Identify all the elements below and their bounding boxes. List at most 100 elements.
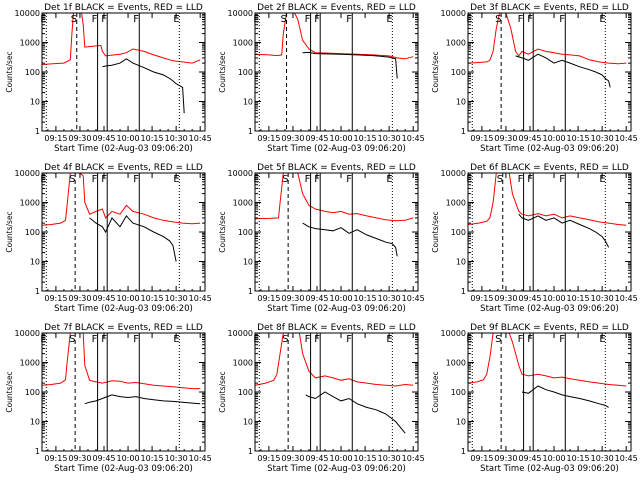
- x-tick-label: 09:30: [281, 134, 304, 143]
- panel-title: Det 1f BLACK = Events, RED = LLD: [44, 3, 203, 13]
- interval-marker-label: E: [599, 14, 605, 25]
- interval-marker-label: F: [92, 174, 98, 185]
- x-tick-label: 09:30: [281, 294, 304, 303]
- x-tick-label: 10:00: [543, 294, 566, 303]
- x-tick-label: 09:45: [92, 294, 115, 303]
- interval-marker-label: F: [101, 334, 107, 345]
- x-tick-label: 10:30: [378, 294, 401, 303]
- x-axis-label: Start Time (02-Aug-03 09:06:20): [267, 304, 406, 314]
- x-tick-label: 10:30: [165, 454, 188, 463]
- interval-marker-label: S: [71, 14, 77, 25]
- y-tick-label: 10000: [441, 169, 466, 178]
- events-series-line: [84, 394, 201, 405]
- x-tick-label: 10:30: [378, 134, 401, 143]
- interval-marker-label: F: [101, 14, 107, 25]
- x-tick-label: 09:30: [494, 134, 517, 143]
- x-tick-label: 10:45: [402, 134, 425, 143]
- y-tick-label: 1000: [20, 359, 40, 368]
- series-group: [468, 173, 627, 248]
- panel-title: Det 6f BLACK = Events, RED = LLD: [470, 163, 629, 173]
- interval-marker-label: F: [518, 334, 524, 345]
- x-tick-label: 10:15: [567, 454, 590, 463]
- y-tick-label: 10: [30, 98, 40, 107]
- plot-frame: [254, 12, 419, 132]
- y-tick-label: 10: [30, 418, 40, 427]
- panel-title: Det 4f BLACK = Events, RED = LLD: [44, 163, 203, 173]
- events-series-line: [302, 222, 398, 257]
- x-tick-label: 09:45: [305, 294, 328, 303]
- y-axis-label: Counts/sec: [218, 371, 227, 412]
- y-tick-label: 1: [35, 287, 40, 296]
- interval-marker-label: F: [314, 334, 320, 345]
- series-group: [42, 173, 201, 262]
- lld-series-line: [468, 13, 627, 65]
- y-tick-label: 1: [248, 447, 253, 456]
- interval-marker-label: F: [518, 174, 524, 185]
- panel-title: Det 7f BLACK = Events, RED = LLD: [44, 323, 203, 333]
- panel-title: Det 5f BLACK = Events, RED = LLD: [257, 163, 416, 173]
- x-tick-label: 09:15: [470, 294, 493, 303]
- interval-marker-label: S: [281, 14, 287, 25]
- x-tick-label: 09:45: [305, 454, 328, 463]
- series-group: [468, 13, 627, 88]
- x-tick-label: 10:00: [543, 134, 566, 143]
- panel-title: Det 9f BLACK = Events, RED = LLD: [470, 323, 629, 333]
- x-axis-label: Start Time (02-Aug-03 09:06:20): [480, 464, 619, 474]
- interval-marker-label: F: [305, 14, 311, 25]
- y-tick-label: 100: [451, 68, 466, 77]
- y-tick-label: 100: [238, 228, 253, 237]
- y-axis-label: Counts/sec: [5, 371, 14, 412]
- interval-marker-label: F: [559, 14, 565, 25]
- x-tick-label: 10:00: [543, 454, 566, 463]
- x-tick-label: 09:45: [518, 134, 541, 143]
- interval-marker-label: F: [314, 174, 320, 185]
- x-tick-label: 10:30: [378, 454, 401, 463]
- x-tick-label: 10:45: [615, 294, 638, 303]
- y-axis-label: Counts/sec: [431, 211, 440, 252]
- y-tick-label: 10: [243, 418, 253, 427]
- x-tick-label: 10:15: [567, 294, 590, 303]
- y-tick-label: 10000: [441, 9, 466, 18]
- x-axis-label: Start Time (02-Aug-03 09:06:20): [54, 304, 193, 314]
- x-tick-label: 10:00: [330, 134, 353, 143]
- y-axis-label: Counts/sec: [5, 51, 14, 92]
- y-tick-label: 10000: [15, 9, 40, 18]
- interval-marker-label: F: [305, 334, 311, 345]
- plot-frame: [467, 12, 632, 132]
- interval-marker-label: F: [314, 14, 320, 25]
- series-group: [42, 333, 201, 405]
- events-series-line: [518, 213, 610, 248]
- lld-series-line: [255, 13, 414, 60]
- y-tick-label: 1: [461, 287, 466, 296]
- interval-marker-label: F: [346, 174, 352, 185]
- series-group: [42, 13, 201, 114]
- interval-marker-label: F: [346, 14, 352, 25]
- x-tick-label: 10:00: [117, 134, 140, 143]
- interval-marker-label: E: [386, 174, 392, 185]
- y-tick-label: 100: [25, 228, 40, 237]
- interval-marker-label: S: [495, 334, 501, 345]
- events-series-line: [305, 391, 406, 434]
- x-axis-label: Start Time (02-Aug-03 09:06:20): [54, 464, 193, 474]
- x-tick-label: 10:45: [615, 134, 638, 143]
- interval-marker-label: F: [92, 14, 98, 25]
- y-tick-label: 1: [35, 127, 40, 136]
- lld-series-line: [468, 333, 627, 387]
- y-tick-label: 100: [451, 388, 466, 397]
- x-axis-label: Start Time (02-Aug-03 09:06:20): [54, 144, 193, 154]
- x-tick-label: 09:45: [518, 294, 541, 303]
- x-tick-label: 09:30: [68, 454, 91, 463]
- x-tick-label: 10:45: [189, 294, 212, 303]
- plot-frame: [467, 332, 632, 452]
- y-tick-label: 10: [456, 258, 466, 267]
- y-tick-label: 1: [248, 127, 253, 136]
- interval-marker-label: S: [495, 14, 501, 25]
